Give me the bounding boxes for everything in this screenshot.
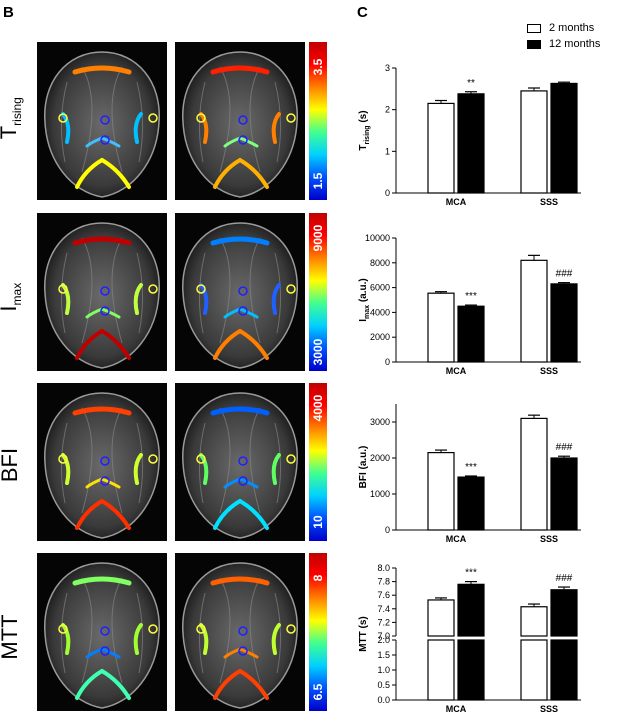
brain-image-row3-col2: [175, 383, 305, 541]
colorbar-row1: [309, 42, 327, 200]
chart4-category-label-sss: SSS: [540, 704, 558, 714]
chart3-significance-mca: ***: [465, 462, 477, 473]
panel-letter-b: B: [3, 4, 14, 21]
chart2-ytick-label: 4000: [370, 307, 390, 317]
chart4-ylabel: MTT (s): [358, 616, 369, 652]
chart4-bar-sss-2m-lower: [520, 639, 548, 701]
chart3-bar-sss-2m: [520, 417, 548, 531]
chart2-category-label-mca: MCA: [446, 366, 467, 376]
chart4-ytick-label: 1.5: [377, 650, 390, 660]
brain-image-row3-col1: [37, 383, 167, 541]
chart4-bar-sss-12m-upper: [550, 589, 578, 637]
chart2-significance-mca: ***: [465, 291, 477, 302]
chart1-ytick-label: 3: [385, 63, 390, 73]
chart4-ytick-label: 1.0: [377, 665, 390, 675]
brain-image-row1-col1: [37, 42, 167, 200]
chart4-bar-mca-12m-upper: [457, 583, 485, 637]
chart3-bar-mca-2m: [427, 452, 455, 531]
chart1-bar-mca-2m: [427, 102, 455, 194]
chart1-bar-sss-2m: [520, 90, 548, 194]
panel-letter-c: C: [357, 4, 368, 21]
chart2-ytick-label: 10000: [365, 233, 390, 243]
chart4-bar-sss-12m-lower: [550, 639, 578, 701]
chart1-ylabel: Trising (s): [358, 110, 371, 150]
chart1-category-label-sss: SSS: [540, 197, 558, 207]
chart2-category-label-sss: SSS: [540, 366, 558, 376]
chart3-ytick-label: 1000: [370, 489, 390, 499]
chart4-significance-sss: ###: [556, 573, 573, 584]
chart1-significance-mca: **: [467, 78, 475, 89]
chart1-ytick-label: 0: [385, 188, 390, 198]
chart3-ytick-label: 0: [385, 525, 390, 535]
brain-image-row2-col1: [37, 213, 167, 371]
brain-image-row1-col2: [175, 42, 305, 200]
brain-image-row2-col2: [175, 213, 305, 371]
chart2-ytick-label: 2000: [370, 332, 390, 342]
chart4-ytick-label: 2.0: [377, 635, 390, 645]
colorbar-row2: [309, 213, 327, 371]
colorbar-row3: [309, 383, 327, 541]
chart3-ytick-label: 3000: [370, 417, 390, 427]
chart4-bar-sss-2m-upper: [520, 606, 548, 637]
chart3-category-label-sss: SSS: [540, 534, 558, 544]
chart4-ytick-label: 7.4: [377, 604, 390, 614]
chart3-ytick-label: 2000: [370, 453, 390, 463]
chart4-significance-mca: ***: [465, 568, 477, 579]
chart4-ytick-label: 8.0: [377, 563, 390, 573]
chart4-ytick-label: 7.0: [377, 631, 390, 641]
chart2-ylabel: Imax (a.u.): [358, 278, 371, 321]
chart4-bar-mca-12m-lower: [457, 639, 485, 701]
chart1-ytick-label: 1: [385, 146, 390, 156]
chart1-bar-sss-12m: [550, 82, 578, 194]
chart4-ytick-label: 7.6: [377, 590, 390, 600]
chart4-ytick-label: 0.5: [377, 680, 390, 690]
legend-label-12-months: 12 months: [549, 38, 601, 50]
chart2-ytick-label: 8000: [370, 258, 390, 268]
legend-item-12-months: 12 months: [527, 38, 601, 50]
chart2-bar-sss-2m: [520, 259, 548, 363]
chart3-category-label-mca: MCA: [446, 534, 467, 544]
chart3-ylabel: BFI (a.u.): [358, 446, 369, 489]
chart2-ytick-label: 0: [385, 357, 390, 367]
colorbar-row4: [309, 553, 327, 711]
chart4-ytick-label: 7.2: [377, 617, 390, 627]
chart2-bar-mca-12m: [457, 305, 485, 363]
chart2-bar-sss-12m: [550, 283, 578, 363]
chart1-ytick-label: 2: [385, 105, 390, 115]
chart4-category-label-mca: MCA: [446, 704, 467, 714]
legend-item-2-months: 2 months: [527, 22, 595, 34]
chart1-category-label-mca: MCA: [446, 197, 467, 207]
chart2-ytick-label: 6000: [370, 283, 390, 293]
chart3-bar-sss-12m: [550, 457, 578, 531]
chart3-significance-sss: ###: [556, 442, 573, 453]
chart4-bar-mca-2m-upper: [427, 599, 455, 637]
legend-swatch-12-months: [527, 40, 541, 49]
chart2-significance-sss: ###: [556, 269, 573, 280]
brain-image-row4-col2: [175, 553, 305, 711]
chart3-bar-mca-12m: [457, 476, 485, 531]
chart4-ytick-label: 0.0: [377, 695, 390, 705]
brain-image-row4-col1: [37, 553, 167, 711]
legend-label-2-months: 2 months: [549, 22, 595, 34]
chart4-ytick-label: 7.8: [377, 577, 390, 587]
chart2-bar-mca-2m: [427, 292, 455, 363]
chart4-bar-mca-2m-lower: [427, 639, 455, 701]
chart1-bar-mca-12m: [457, 93, 485, 194]
legend-swatch-2-months: [527, 24, 541, 33]
